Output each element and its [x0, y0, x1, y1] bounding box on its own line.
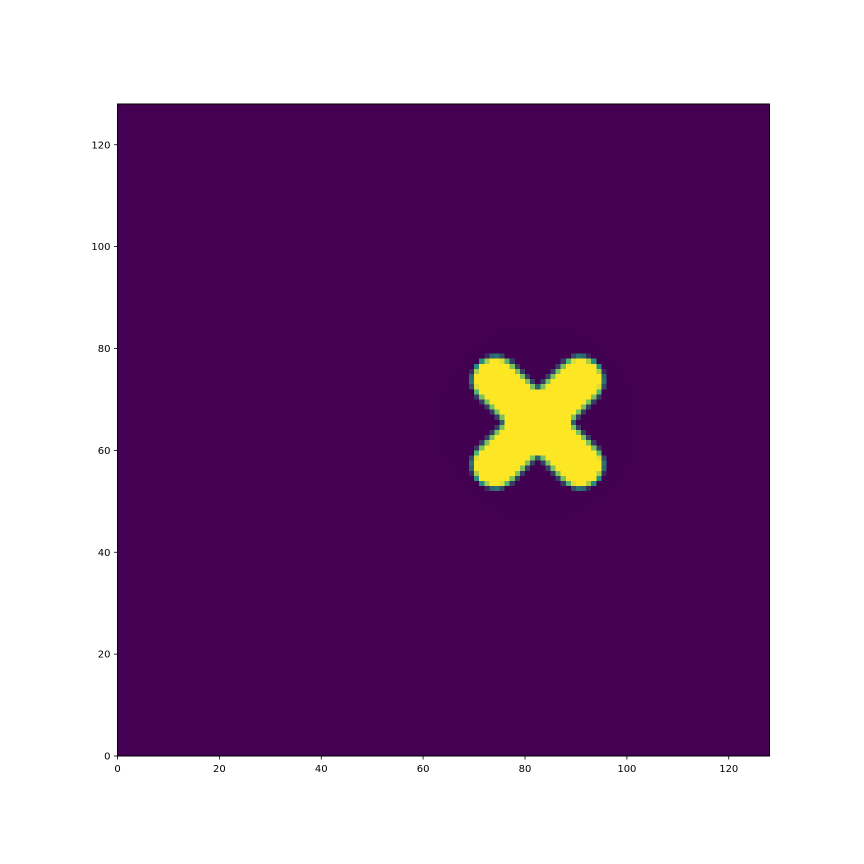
y-axis: 0 20 40 60 80 100 120 — [91, 140, 118, 763]
y-tick-label: 40 — [98, 548, 111, 559]
x-tick-label: 100 — [617, 764, 636, 775]
heatmap-image — [117, 104, 770, 756]
y-tick-label: 60 — [98, 446, 111, 457]
x-tick-label: 0 — [114, 764, 120, 775]
heatmap-raster — [117, 104, 770, 756]
x-axis: 0 20 40 60 80 100 120 — [114, 756, 738, 775]
x-tick-label: 60 — [417, 764, 430, 775]
y-tick-label: 120 — [91, 140, 110, 151]
x-tick-label: 20 — [213, 764, 226, 775]
y-tick-label: 0 — [104, 752, 110, 763]
y-tick-label: 20 — [98, 650, 111, 661]
plot-frame — [117, 103, 770, 757]
y-tick-label: 100 — [91, 242, 110, 253]
y-tick-label: 80 — [98, 344, 111, 355]
x-tick-label: 80 — [519, 764, 532, 775]
x-tick-label: 40 — [315, 764, 328, 775]
x-tick-label: 120 — [719, 764, 738, 775]
